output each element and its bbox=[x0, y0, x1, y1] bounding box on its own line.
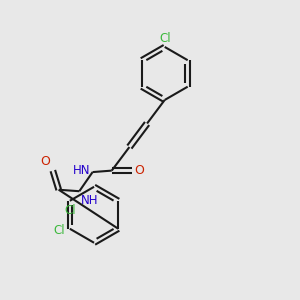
Text: HN: HN bbox=[73, 164, 91, 177]
Text: Cl: Cl bbox=[159, 32, 170, 45]
Text: O: O bbox=[40, 155, 50, 168]
Text: NH: NH bbox=[81, 194, 98, 207]
Text: O: O bbox=[135, 164, 145, 177]
Text: Cl: Cl bbox=[54, 224, 65, 237]
Text: Cl: Cl bbox=[64, 204, 76, 217]
